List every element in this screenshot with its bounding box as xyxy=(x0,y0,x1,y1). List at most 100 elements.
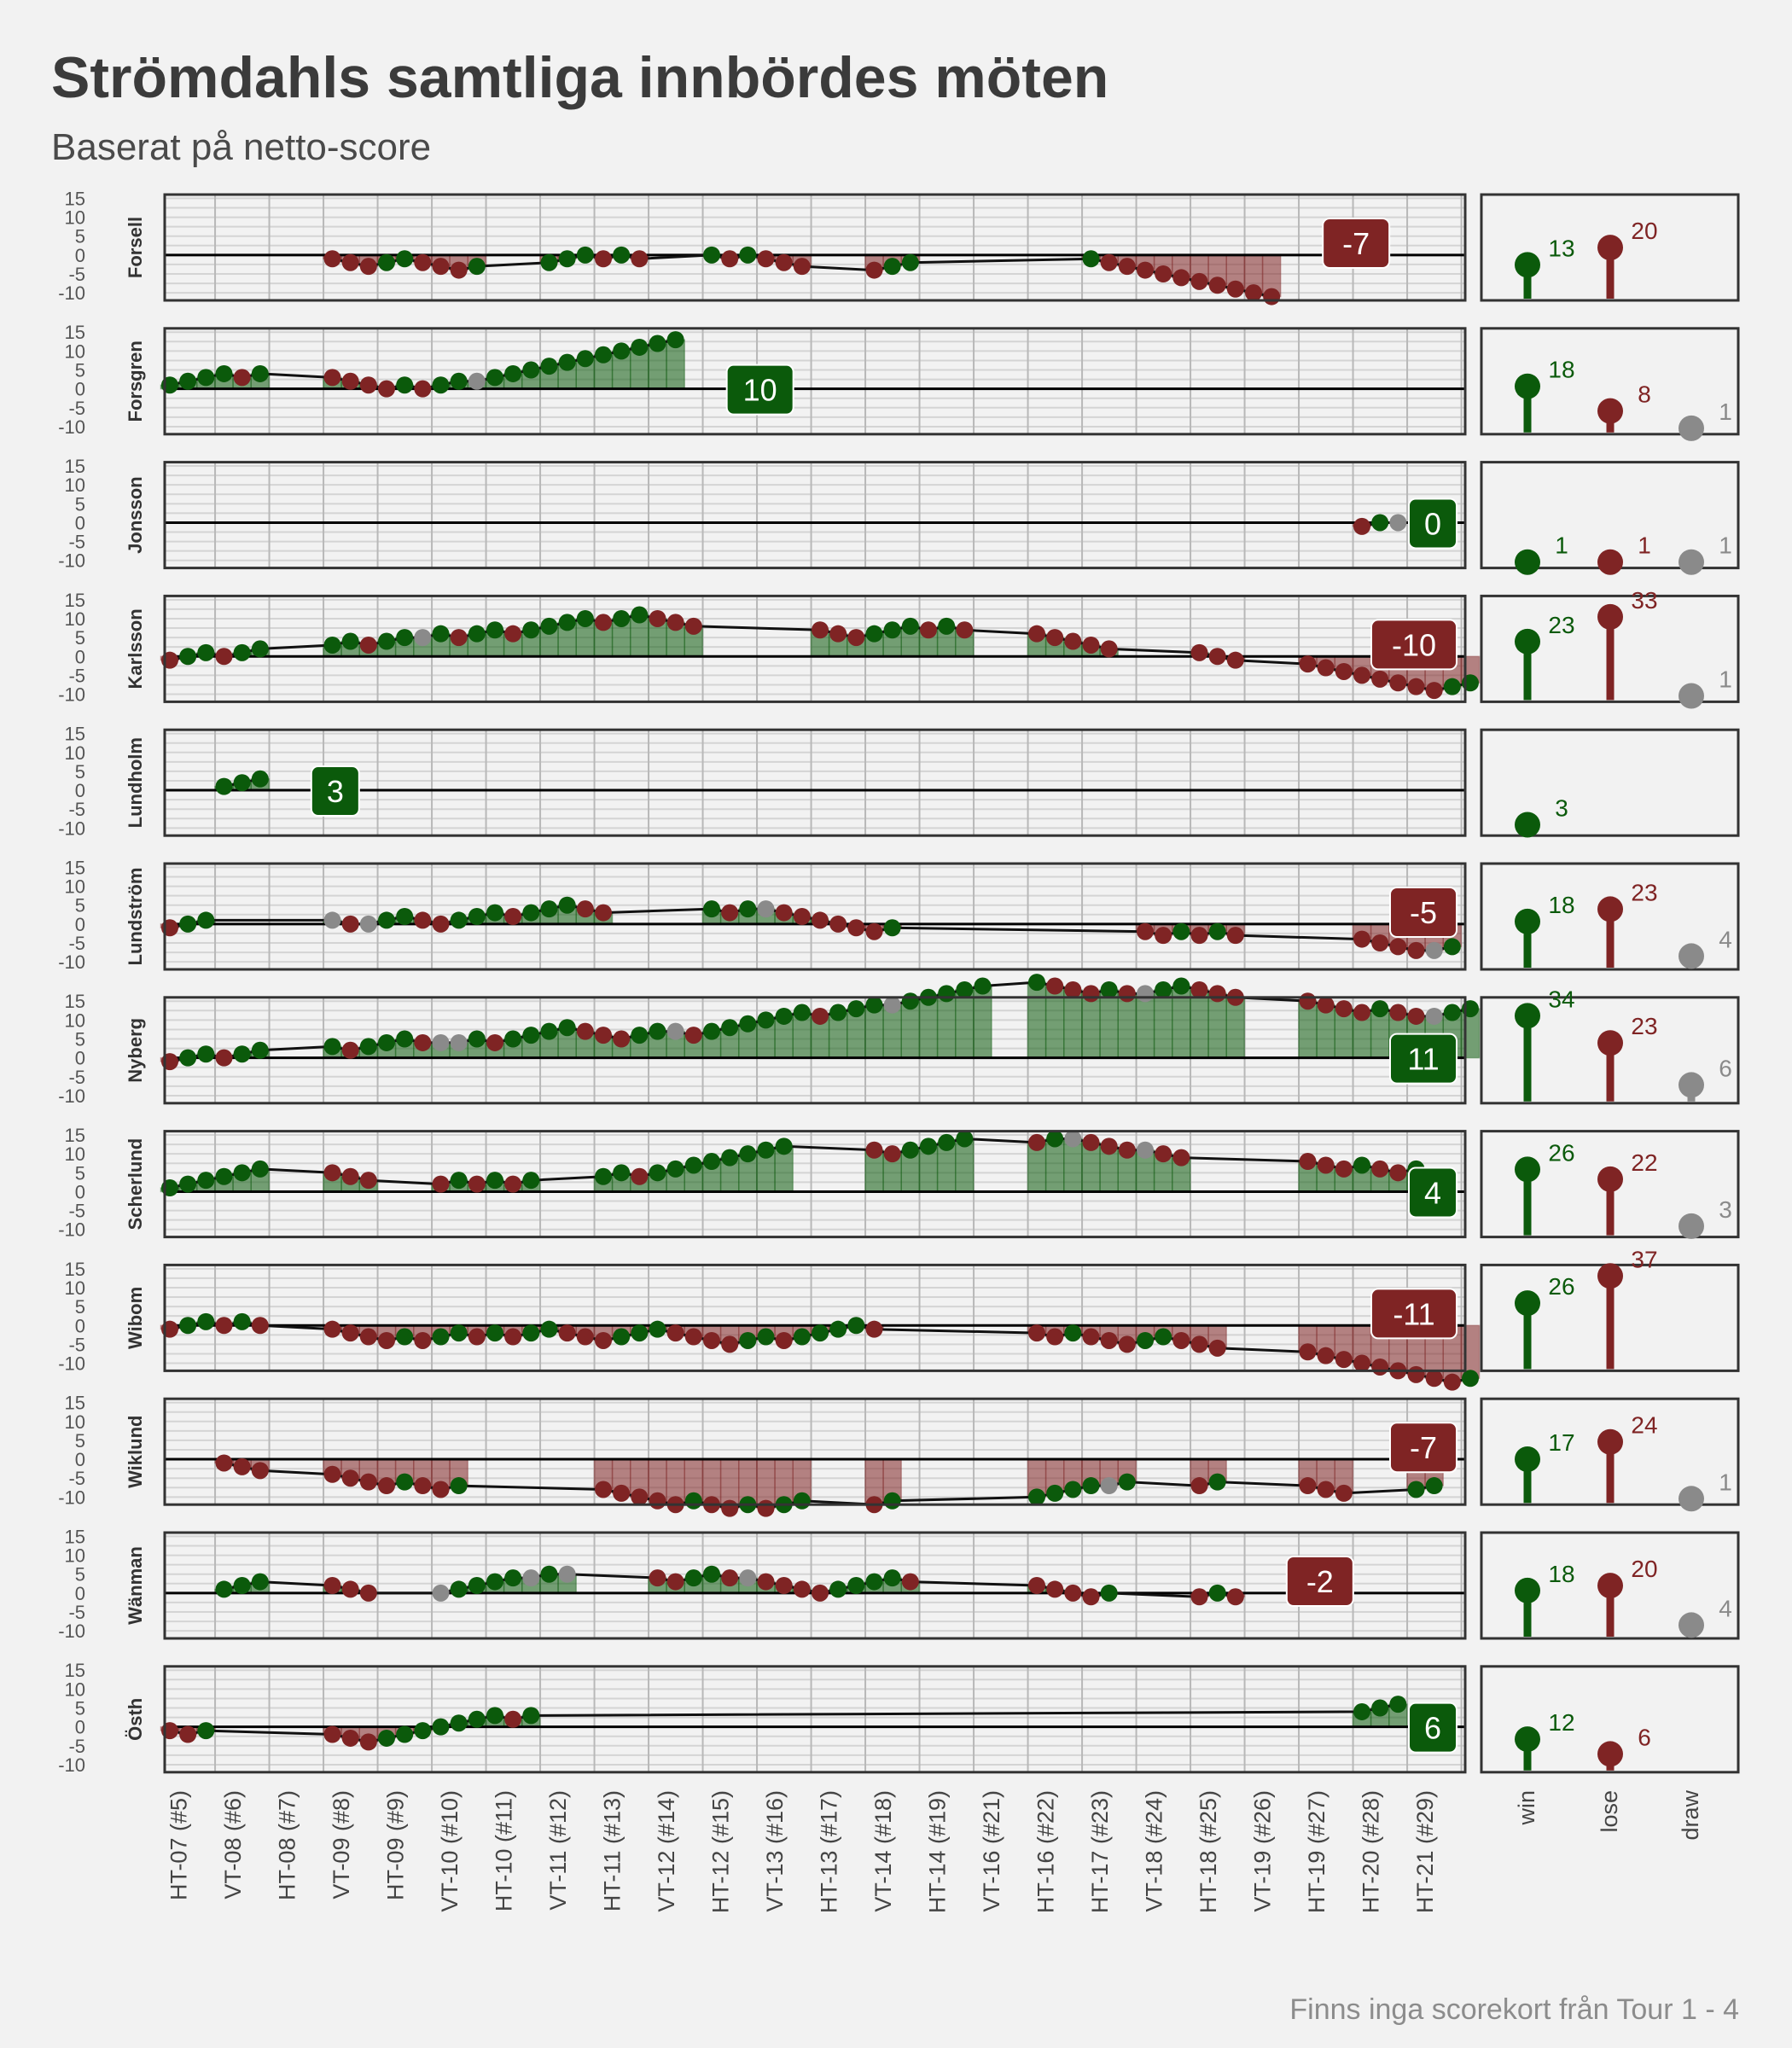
result-point xyxy=(883,996,901,1014)
x-tick-label: VT-08 (#6) xyxy=(220,1790,246,1900)
result-point xyxy=(378,253,395,271)
result-point xyxy=(432,1481,450,1498)
panel-border xyxy=(163,1130,1467,1239)
result-point xyxy=(1208,276,1226,294)
result-point xyxy=(1371,670,1389,688)
panel-border xyxy=(163,1531,1467,1640)
summary-count-lose: 22 xyxy=(1631,1149,1657,1176)
summary-count-win: 18 xyxy=(1548,892,1574,918)
result-point xyxy=(1425,1007,1443,1025)
result-point xyxy=(1028,1577,1045,1594)
final-score-label-box xyxy=(1285,1556,1354,1607)
result-point xyxy=(359,1733,377,1751)
y-tick-label: 5 xyxy=(75,360,85,381)
result-point xyxy=(865,1573,883,1591)
result-point xyxy=(215,1580,233,1598)
panel-border xyxy=(163,862,1467,971)
result-point xyxy=(450,261,468,279)
result-point xyxy=(1028,625,1045,643)
y-tick-label: 0 xyxy=(75,245,85,266)
result-point xyxy=(1082,985,1100,1003)
result-point xyxy=(1371,514,1389,532)
y-tick-label: 5 xyxy=(75,1296,85,1318)
result-point xyxy=(522,621,540,639)
result-point xyxy=(1353,1004,1370,1021)
result-point xyxy=(197,1172,215,1190)
result-point xyxy=(1172,977,1190,995)
y-tick-label: -5 xyxy=(68,933,85,954)
result-point xyxy=(341,372,359,390)
result-point xyxy=(739,1331,757,1349)
summary-count-draw: 4 xyxy=(1719,926,1732,952)
result-point xyxy=(595,904,612,922)
result-point xyxy=(323,1577,341,1594)
chart-caption: Finns inga scorekort från Tour 1 - 4 xyxy=(1289,1993,1739,2026)
result-point xyxy=(595,1167,612,1185)
result-point xyxy=(233,1312,251,1330)
summary-panel-lundholm: 3 xyxy=(1480,728,1740,838)
summary-dot-win xyxy=(1515,1446,1540,1472)
result-point xyxy=(1299,655,1317,673)
result-point xyxy=(684,1569,702,1587)
result-point xyxy=(1137,261,1154,279)
result-point xyxy=(1299,992,1317,1010)
result-point xyxy=(396,908,414,925)
result-point xyxy=(341,253,359,271)
summary-count-lose: 6 xyxy=(1638,1724,1651,1750)
y-tick-label: 10 xyxy=(65,1545,85,1567)
result-point xyxy=(1317,996,1335,1014)
summary-count-win: 34 xyxy=(1548,986,1574,1012)
result-point xyxy=(396,629,414,647)
result-point xyxy=(414,629,432,647)
result-point xyxy=(631,1167,649,1185)
result-point xyxy=(1082,1588,1100,1606)
result-point xyxy=(179,1175,197,1193)
y-tick-label: 15 xyxy=(65,1393,85,1414)
result-point xyxy=(558,353,576,371)
y-tick-label: 10 xyxy=(65,608,85,630)
y-tick-label: 0 xyxy=(75,780,85,801)
result-point xyxy=(703,1153,720,1171)
summary-dot-draw xyxy=(1679,1213,1704,1239)
result-point xyxy=(1245,284,1262,302)
summary-dot-draw xyxy=(1679,549,1704,575)
summary-dot-draw xyxy=(1679,683,1704,709)
result-point xyxy=(721,1499,739,1517)
result-point xyxy=(1118,258,1136,276)
panel-name: Lundström xyxy=(125,868,146,966)
panel-background xyxy=(165,1533,1465,1638)
result-point xyxy=(540,358,558,375)
result-point xyxy=(522,1707,540,1725)
panel-background xyxy=(165,1399,1465,1505)
final-score-label: 0 xyxy=(1424,506,1441,541)
result-point xyxy=(251,364,269,382)
result-point xyxy=(901,1141,919,1159)
chart-title: Strömdahls samtliga innbördes möten xyxy=(51,45,1109,110)
result-point xyxy=(468,1710,486,1728)
result-point xyxy=(865,922,883,940)
result-point xyxy=(179,1317,197,1335)
result-point xyxy=(1407,678,1425,695)
result-point xyxy=(847,1000,865,1018)
result-point xyxy=(450,372,468,390)
result-point xyxy=(450,1714,468,1732)
result-point xyxy=(757,250,775,268)
result-point xyxy=(1046,1130,1064,1148)
summary-panel-border xyxy=(1480,728,1740,837)
result-point xyxy=(1046,1328,1064,1346)
result-point xyxy=(1155,265,1172,282)
result-point xyxy=(883,919,901,937)
result-point xyxy=(1082,1133,1100,1151)
summary-tick-label: draw xyxy=(1678,1790,1703,1841)
panel-name: Karlsson xyxy=(125,608,146,689)
result-point xyxy=(540,1565,558,1583)
result-point xyxy=(757,1328,775,1346)
result-point xyxy=(775,904,793,922)
result-point xyxy=(378,380,395,398)
result-point xyxy=(1389,514,1407,532)
result-point xyxy=(775,1007,793,1025)
result-point xyxy=(486,1707,503,1725)
y-tick-label: -5 xyxy=(68,1334,85,1355)
result-point xyxy=(1172,1331,1190,1349)
summary-count-lose: 33 xyxy=(1631,587,1657,614)
